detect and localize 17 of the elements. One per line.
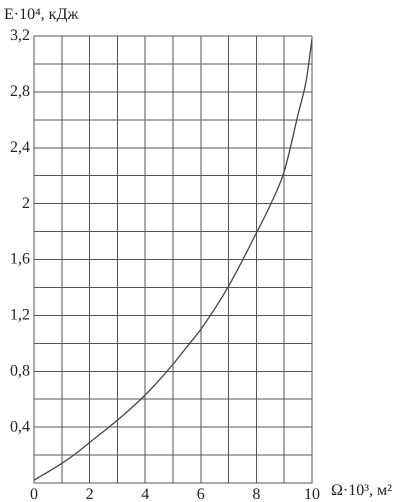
- x-tick-label: 4: [141, 486, 150, 502]
- y-tick-label: 2: [22, 194, 30, 212]
- y-tick-label: 3,2: [10, 27, 30, 44]
- y-tick-label: 0,8: [10, 362, 30, 380]
- y-tick-label: 2,4: [10, 138, 30, 156]
- x-axis-title: Ω·10³, м²: [331, 482, 392, 500]
- y-tick-label: 2,8: [10, 83, 30, 100]
- line-series: [34, 38, 312, 481]
- y-tick-label: 1,2: [10, 306, 30, 324]
- y-tick-label: 1,6: [10, 250, 30, 268]
- x-tick-label: 2: [86, 486, 94, 502]
- x-tick-label: 8: [252, 486, 260, 502]
- y-tick-label: 0,4: [10, 418, 30, 436]
- x-tick-label: 0: [30, 486, 38, 502]
- x-tick-label: 6: [196, 486, 205, 502]
- y-axis-title: E·10⁴, кДж: [4, 6, 78, 24]
- x-tick-label: 10: [304, 486, 320, 502]
